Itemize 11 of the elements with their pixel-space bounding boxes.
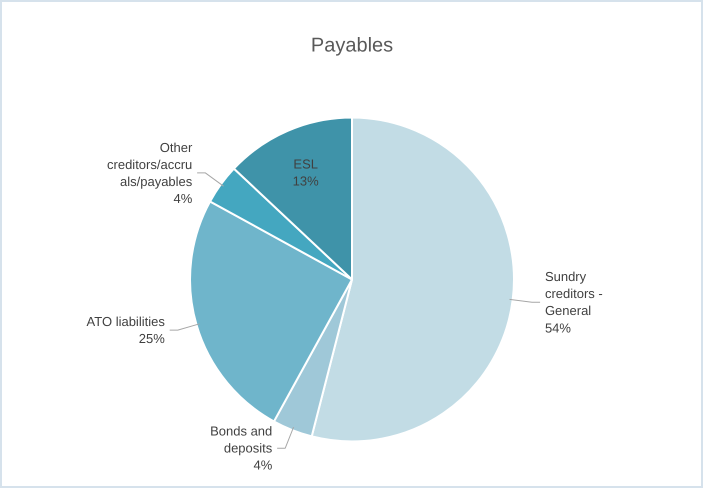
data-label: 13% (292, 173, 320, 188)
slice-label: ESL (293, 156, 318, 172)
slice-label: ATO liabilities (86, 314, 166, 330)
chart-title: Payables (310, 34, 394, 57)
data-label: 4% (173, 190, 193, 206)
slice-label: Other creditors/accruals/payables (107, 140, 193, 189)
slice-label: Sundry creditors - General (544, 269, 603, 318)
data-label: 4% (253, 458, 273, 473)
slice-label: Bonds and deposits (210, 424, 273, 456)
data-label: 25% (138, 331, 166, 346)
data-label: 54% (544, 320, 572, 336)
